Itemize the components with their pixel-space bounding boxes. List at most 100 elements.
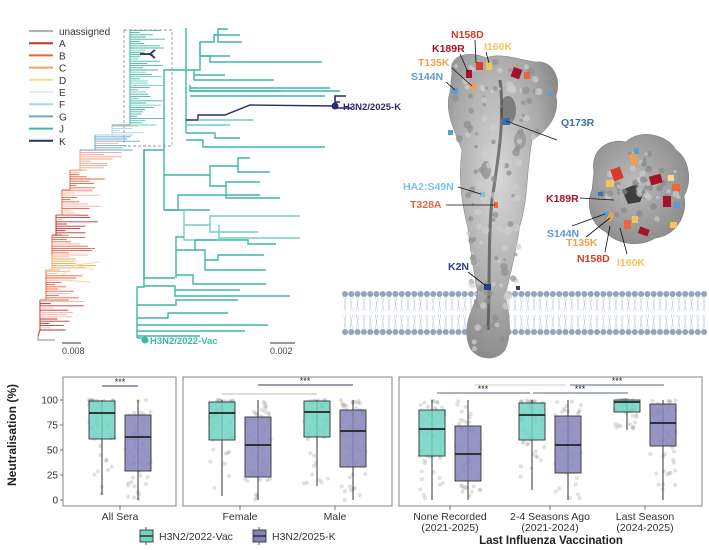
tree-branch [209, 225, 258, 233]
surface-dot [471, 202, 475, 206]
tree-branch [237, 166, 270, 173]
lipid-head [625, 329, 632, 335]
surface-dot [516, 138, 523, 145]
data-point [459, 483, 464, 488]
surface-dot [492, 314, 499, 322]
surface-dot [535, 128, 540, 132]
data-point [348, 484, 353, 489]
data-point [208, 459, 213, 464]
lipid-head [594, 291, 600, 297]
lipid-tail [349, 314, 353, 330]
box-k [339, 409, 367, 468]
x-axis-label-vaccination: Last Influenza Vaccination [479, 535, 623, 547]
lipid-head [669, 329, 676, 335]
x-tick-label: (2021-2024) [521, 522, 578, 534]
surface-dot [520, 100, 526, 105]
lipid-tail [557, 296, 561, 312]
data-point [104, 459, 109, 464]
surface-dot [523, 64, 529, 70]
lipid-head [348, 329, 355, 335]
surface-dot [513, 194, 521, 202]
phylogenetic-tree-zoom [136, 28, 340, 339]
legend-label: H3N2/2022-Vac [159, 531, 233, 543]
surface-dot [478, 285, 485, 292]
data-point [440, 481, 445, 486]
surface-dot [466, 231, 471, 236]
lipid-head [518, 291, 525, 297]
surface-dot [463, 120, 472, 129]
surface-dot [478, 240, 483, 245]
mutation-label-n158d: N158D [451, 29, 484, 41]
lipid-head [701, 329, 708, 335]
data-point [418, 402, 423, 407]
tree-branch [143, 150, 175, 279]
data-point [437, 475, 442, 480]
lipid-head [342, 291, 348, 297]
data-point [98, 444, 103, 449]
tree-branch [52, 215, 57, 236]
data-point [666, 399, 671, 404]
surface-dot [645, 165, 653, 173]
surface-dot [471, 339, 477, 345]
surface-texture-top [599, 149, 681, 222]
data-point [463, 484, 468, 489]
data-point [553, 489, 558, 494]
surface-dot [475, 304, 479, 308]
lipid-tail [456, 296, 460, 312]
lipid-head [449, 329, 456, 335]
data-point [356, 398, 361, 403]
data-point [518, 474, 523, 479]
surface-dot [497, 87, 502, 91]
data-point [266, 411, 271, 416]
lipid-membrane [342, 291, 708, 335]
legend-label: A [59, 39, 66, 50]
data-point [319, 480, 324, 485]
surface-dot [655, 195, 660, 200]
data-point [667, 399, 672, 404]
data-point [631, 426, 636, 431]
data-point [634, 414, 639, 419]
lipid-tail [431, 314, 435, 330]
surface-dot [606, 190, 614, 197]
box-k [649, 403, 677, 447]
lipid-tail [645, 296, 649, 312]
surface-dot [476, 180, 484, 188]
y-tick-label: 50 [47, 446, 59, 457]
lipid-tail [438, 314, 441, 330]
x-tick-label: (2024-2025) [616, 522, 673, 534]
lipid-head [657, 291, 663, 297]
lipid-head [694, 329, 701, 335]
data-point [673, 468, 678, 473]
data-point [245, 478, 250, 483]
tree-branch [80, 135, 96, 151]
surface-dot [654, 216, 660, 222]
tree-branch [175, 236, 184, 278]
lipid-tail [381, 314, 385, 330]
data-point [630, 425, 635, 430]
data-point [569, 399, 574, 404]
boxplot-panel-vaccination: None Recorded(2021-2025)2-4 Seasons Ago(… [398, 376, 703, 534]
data-point [265, 478, 270, 483]
tree-branch [209, 175, 260, 187]
lipid-head [423, 291, 430, 297]
surface-dot [473, 298, 479, 305]
surface-dot [645, 181, 651, 186]
data-point [578, 403, 583, 408]
data-point [633, 420, 638, 425]
data-point [341, 402, 346, 407]
surface-dot [465, 131, 471, 138]
surface-dot [641, 160, 647, 167]
surface-dot [656, 184, 663, 192]
data-point [363, 472, 368, 477]
data-point [304, 480, 309, 485]
surface-dot [617, 191, 621, 195]
surface-dot [530, 134, 537, 140]
lipid-head [562, 329, 569, 335]
data-point [253, 411, 258, 416]
lipid-tail [412, 314, 416, 330]
surface-dot [616, 188, 621, 192]
ha-protein-top-view [589, 134, 689, 244]
lipid-head [449, 291, 456, 297]
tree-branch [112, 30, 131, 126]
tree-branch [195, 249, 264, 261]
